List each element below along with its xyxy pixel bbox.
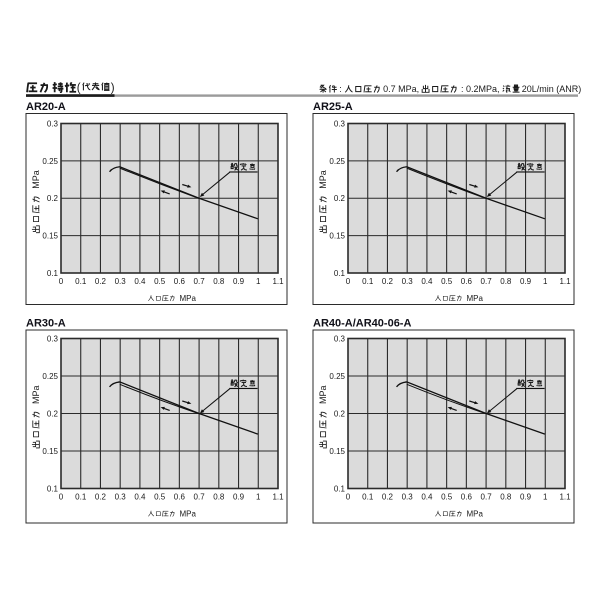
svg-text:0.2: 0.2 (334, 194, 346, 203)
svg-text:AR25-A: AR25-A (313, 101, 353, 113)
svg-text:1: 1 (543, 277, 548, 286)
svg-text:0.1: 0.1 (334, 269, 346, 278)
svg-text:AR30-A: AR30-A (26, 318, 66, 330)
svg-text:0.8: 0.8 (500, 493, 512, 502)
svg-text:0.7: 0.7 (481, 493, 493, 502)
svg-text:0.8: 0.8 (500, 277, 512, 286)
svg-text:0.3: 0.3 (115, 277, 127, 286)
svg-text:1: 1 (256, 277, 261, 286)
svg-text:0.3: 0.3 (402, 493, 414, 502)
svg-text:0.6: 0.6 (174, 493, 186, 502)
svg-text:0.6: 0.6 (174, 277, 186, 286)
svg-text:1.1: 1.1 (272, 277, 284, 286)
svg-text:0.15: 0.15 (329, 232, 345, 241)
svg-text:0.9: 0.9 (520, 493, 532, 502)
svg-text:0.1: 0.1 (47, 484, 59, 493)
svg-text::: : (339, 84, 342, 94)
svg-text:0.1: 0.1 (362, 493, 374, 502)
svg-text:0.5: 0.5 (154, 493, 166, 502)
svg-text:0.5: 0.5 (154, 277, 166, 286)
svg-text:0.6: 0.6 (461, 493, 473, 502)
svg-text:MPa: MPa (467, 510, 484, 519)
svg-text:MPa: MPa (318, 385, 328, 404)
svg-text:0.4: 0.4 (421, 493, 433, 502)
svg-text:0.7 MPa,: 0.7 MPa, (383, 84, 419, 94)
svg-text:0.7: 0.7 (481, 277, 493, 286)
svg-text:(: ( (77, 82, 81, 94)
svg-text:0.25: 0.25 (42, 157, 58, 166)
svg-text:0.1: 0.1 (75, 493, 87, 502)
svg-text:0.3: 0.3 (47, 119, 59, 128)
svg-text:0: 0 (59, 277, 64, 286)
svg-text:0.8: 0.8 (213, 277, 225, 286)
svg-text:0.9: 0.9 (233, 493, 245, 502)
svg-text:0.1: 0.1 (47, 269, 59, 278)
svg-text:0.3: 0.3 (47, 334, 59, 343)
svg-text:0.5: 0.5 (441, 277, 453, 286)
svg-text:0.5: 0.5 (441, 493, 453, 502)
svg-text:1: 1 (256, 493, 261, 502)
svg-text:0.7: 0.7 (194, 493, 206, 502)
svg-text:0.1: 0.1 (75, 277, 87, 286)
svg-text:0: 0 (346, 493, 351, 502)
svg-text:AR40-A/AR40-06-A: AR40-A/AR40-06-A (313, 318, 411, 330)
svg-text:0.2: 0.2 (382, 493, 394, 502)
svg-text:0.6: 0.6 (461, 277, 473, 286)
svg-text:0.3: 0.3 (402, 277, 414, 286)
svg-text:0.2: 0.2 (382, 277, 394, 286)
svg-text:1.1: 1.1 (559, 493, 571, 502)
svg-text:0.15: 0.15 (42, 447, 58, 456)
svg-text:0.25: 0.25 (329, 372, 345, 381)
svg-text:0.2: 0.2 (95, 277, 107, 286)
svg-text:0.4: 0.4 (421, 277, 433, 286)
svg-text:AR20-A: AR20-A (26, 101, 66, 113)
svg-text:MPa: MPa (467, 294, 484, 303)
svg-text:0.15: 0.15 (42, 232, 58, 241)
svg-text:0.25: 0.25 (329, 157, 345, 166)
svg-text:0.3: 0.3 (334, 119, 346, 128)
svg-text:0: 0 (346, 277, 351, 286)
svg-text:MPa: MPa (180, 510, 197, 519)
svg-text:0.8: 0.8 (213, 493, 225, 502)
svg-text:0.2: 0.2 (47, 194, 59, 203)
svg-text:0.7: 0.7 (194, 277, 206, 286)
svg-text:0.3: 0.3 (334, 334, 346, 343)
svg-text:1.1: 1.1 (559, 277, 571, 286)
svg-text:MPa: MPa (318, 170, 328, 189)
svg-text:20L/min (ANR): 20L/min (ANR) (522, 84, 582, 94)
svg-text:0.25: 0.25 (42, 372, 58, 381)
svg-text:MPa: MPa (180, 294, 197, 303)
svg-text:1.1: 1.1 (272, 493, 284, 502)
svg-text:0.4: 0.4 (134, 277, 146, 286)
svg-text:): ) (111, 82, 115, 94)
svg-text:0: 0 (59, 493, 64, 502)
svg-text:0.2: 0.2 (334, 409, 346, 418)
svg-text:0.4: 0.4 (134, 493, 146, 502)
svg-text:1: 1 (543, 493, 548, 502)
svg-text:MPa: MPa (31, 170, 41, 189)
svg-text:: 0.2MPa,: : 0.2MPa, (461, 84, 500, 94)
svg-text:0.2: 0.2 (47, 409, 59, 418)
svg-text:0.1: 0.1 (362, 277, 374, 286)
svg-text:0.3: 0.3 (115, 493, 127, 502)
svg-text:0.1: 0.1 (334, 484, 346, 493)
svg-text:0.9: 0.9 (233, 277, 245, 286)
svg-text:MPa: MPa (31, 385, 41, 404)
svg-text:0.15: 0.15 (329, 447, 345, 456)
svg-text:0.2: 0.2 (95, 493, 107, 502)
svg-text:0.9: 0.9 (520, 277, 532, 286)
